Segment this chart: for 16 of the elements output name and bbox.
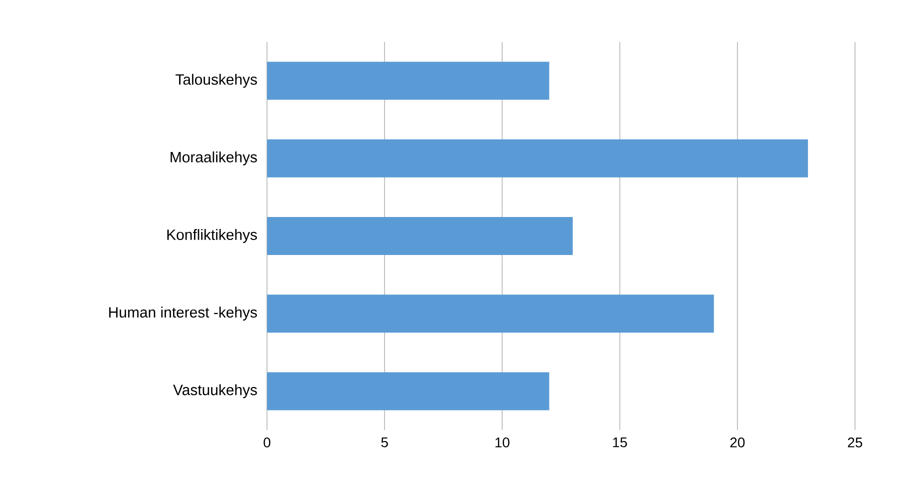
y-tick-label: Konfliktikehys xyxy=(167,229,257,243)
y-tick-label: Vastuukehys xyxy=(173,384,257,398)
y-tick-label: Talouskehys xyxy=(176,74,257,88)
bar xyxy=(267,294,714,333)
y-tick-label: Moraalikehys xyxy=(170,151,257,166)
x-tick-label: 0 xyxy=(264,438,270,448)
x-tick-label: 5 xyxy=(381,438,388,448)
y-tick-label: Human interest -kehys xyxy=(109,306,257,321)
bar xyxy=(267,139,808,178)
x-tick-label: 25 xyxy=(848,438,862,448)
x-tick-label: 15 xyxy=(613,438,627,448)
x-tick-label: 20 xyxy=(730,438,745,448)
x-tick-label: 10 xyxy=(496,438,510,448)
bar xyxy=(267,62,550,100)
bar xyxy=(267,372,550,410)
bar xyxy=(267,217,573,256)
